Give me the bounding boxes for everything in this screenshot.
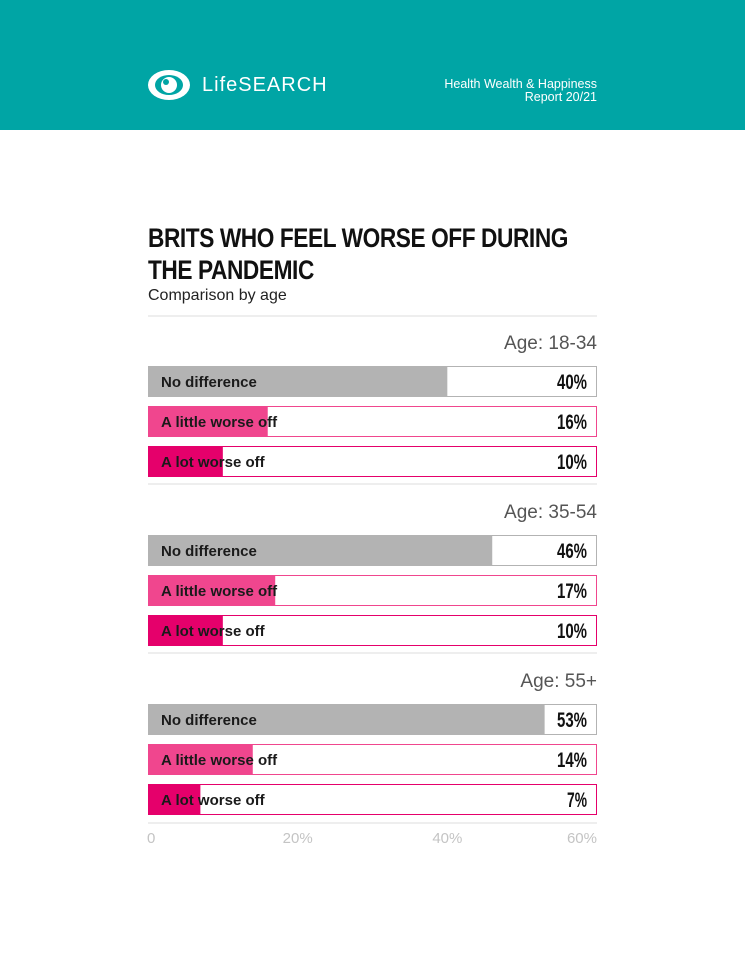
- bar: [148, 784, 201, 815]
- bar-category-label: A little worse off: [161, 583, 278, 600]
- bar-category-label: A little worse off: [161, 414, 278, 431]
- brand-logo: LifeSEARCH: [146, 68, 328, 102]
- bar-category-label: No difference: [161, 374, 257, 391]
- data-label: 7%: [567, 789, 587, 812]
- brand-name: LifeSEARCH: [202, 73, 328, 96]
- data-label: 40%: [557, 371, 587, 394]
- group-label: Age: 35-54: [504, 502, 597, 523]
- group-label: Age: 55+: [520, 671, 597, 692]
- report-title-line2: Report 20/21: [524, 90, 597, 104]
- data-label: 16%: [557, 411, 587, 434]
- bar: [148, 535, 493, 566]
- bar-track: [148, 784, 597, 815]
- chart-subtitle: Comparison by age: [148, 287, 287, 304]
- bar: [148, 744, 253, 775]
- report-title-line1: Health Wealth & Happiness: [444, 77, 597, 91]
- bar-category-label: A little worse off: [161, 752, 278, 769]
- bar-category-label: A lot worse off: [161, 792, 266, 809]
- group-label: Age: 18-34: [504, 333, 597, 354]
- bar: [148, 446, 223, 477]
- report-header: LifeSEARCH Health Wealth & Happiness Rep…: [0, 0, 745, 130]
- data-label: 10%: [557, 620, 587, 643]
- x-tick-label: 40%: [432, 830, 462, 847]
- bar-category-label: No difference: [161, 543, 257, 560]
- data-label: 14%: [557, 749, 587, 772]
- bar: [148, 575, 276, 606]
- bar: [148, 406, 268, 437]
- report-title: Health Wealth & Happiness Report 20/21: [444, 78, 597, 104]
- bar: [148, 366, 448, 397]
- data-label: 17%: [557, 580, 587, 603]
- data-label: 10%: [557, 451, 587, 474]
- data-label: 46%: [557, 540, 587, 563]
- data-label: 53%: [557, 709, 587, 732]
- bar-track: [148, 446, 597, 477]
- chart-title: BRITS WHO FEEL WORSE OFF DURING THE PAND…: [148, 223, 568, 285]
- eye-logo-icon: [148, 70, 190, 100]
- bar: [148, 615, 223, 646]
- x-tick-label: 20%: [283, 830, 313, 847]
- x-tick-label: 0: [147, 830, 155, 847]
- x-tick-label: 60%: [567, 830, 597, 847]
- bar-category-label: No difference: [161, 712, 257, 729]
- bar-category-label: A lot worse off: [161, 454, 266, 471]
- bar: [148, 704, 545, 735]
- bar-category-label: A lot worse off: [161, 623, 266, 640]
